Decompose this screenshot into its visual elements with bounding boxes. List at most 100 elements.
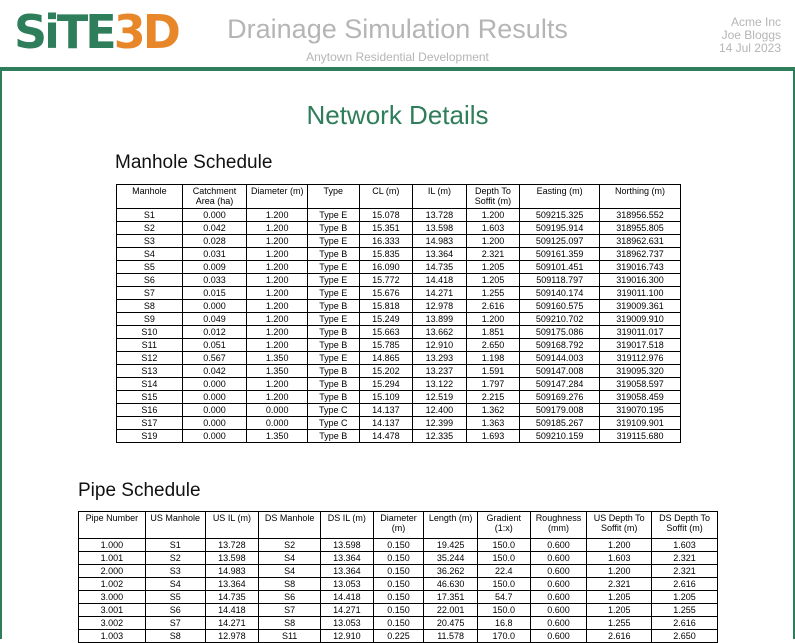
column-header: Pipe Number [78, 511, 146, 539]
table-cell: 509179.008 [519, 403, 601, 417]
table-cell: S10 [116, 325, 183, 339]
table-cell: 509210.702 [519, 312, 601, 326]
table-cell: 170.0 [476, 629, 531, 643]
table-cell: 1.603 [586, 551, 653, 565]
column-header: US Manhole [144, 511, 206, 539]
report-date: 14 Jul 2023 [718, 41, 781, 55]
table-cell: 1.591 [465, 364, 521, 378]
table-cell: 2.321 [465, 247, 521, 261]
table-cell: 1.200 [246, 221, 309, 235]
table-cell: S5 [144, 590, 206, 604]
table-cell: 1.205 [465, 273, 521, 287]
table-cell: 0.225 [372, 629, 425, 643]
table-cell: 1.693 [465, 429, 521, 443]
table-cell: 13.293 [412, 351, 467, 365]
table-row: S5 0.009 1.200 Type E 16.090 14.735 1.205 50910… [116, 260, 681, 274]
table-row: 1.001 S2 13.598 S4 13.364 0.150 35.244 150.0 0.6… [78, 551, 718, 565]
table-cell: 0.015 [181, 286, 248, 300]
table-cell: 1.200 [246, 234, 309, 248]
table-cell: 14.137 [358, 403, 414, 417]
table-cell: 0.600 [529, 551, 588, 565]
column-header: DS IL (m) [320, 511, 374, 539]
table-cell: 46.630 [423, 577, 478, 591]
table-cell: 319058.597 [599, 377, 681, 391]
table-cell: 12.910 [412, 338, 467, 352]
table-cell: 1.001 [78, 551, 146, 565]
table-cell: 1.200 [246, 325, 309, 339]
table-cell: 150.0 [476, 577, 531, 591]
table-cell: S13 [116, 364, 183, 378]
table-cell: 13.728 [412, 208, 467, 222]
table-cell: 12.978 [204, 629, 260, 643]
table-cell: 15.772 [358, 273, 414, 287]
table-cell: 14.137 [358, 416, 414, 430]
table-cell: 319009.910 [599, 312, 681, 326]
table-cell: 0.042 [181, 221, 248, 235]
table-cell: 318962.737 [599, 247, 681, 261]
table-cell: 0.033 [181, 273, 248, 287]
table-cell: 0.051 [181, 338, 248, 352]
page-border-right [793, 71, 795, 639]
table-cell: 1.362 [465, 403, 521, 417]
table-cell: 509210.159 [519, 429, 601, 443]
table-cell: 11.578 [423, 629, 478, 643]
table-cell: 1.200 [246, 286, 309, 300]
table-cell: 2.215 [465, 390, 521, 404]
column-header: Manhole [116, 184, 183, 209]
table-cell: S19 [116, 429, 183, 443]
table-cell: 1.003 [78, 629, 146, 643]
table-cell: 2.650 [651, 629, 718, 643]
table-cell: 0.150 [372, 590, 425, 604]
table-cell: 14.418 [412, 273, 467, 287]
table-cell: S8 [144, 629, 206, 643]
table-cell: 13.364 [204, 577, 260, 591]
header-divider [0, 67, 795, 71]
table-cell: S1 [116, 208, 183, 222]
table-cell: 0.600 [529, 564, 588, 578]
table-cell: Type E [307, 286, 360, 300]
table-cell: 36.262 [423, 564, 478, 578]
table-cell: 0.009 [181, 260, 248, 274]
table-cell: 509160.575 [519, 299, 601, 313]
table-cell: 54.7 [476, 590, 531, 604]
table-cell: 1.200 [246, 338, 309, 352]
table-cell: 15.663 [358, 325, 414, 339]
table-cell: 12.519 [412, 390, 467, 404]
table-cell: 14.983 [204, 564, 260, 578]
column-header: Diameter (m) [372, 511, 425, 539]
table-cell: 319011.017 [599, 325, 681, 339]
table-cell: 509140.174 [519, 286, 601, 300]
table-cell: 509161.359 [519, 247, 601, 261]
table-cell: 35.244 [423, 551, 478, 565]
table-cell: 14.418 [320, 590, 374, 604]
table-cell: S7 [258, 603, 321, 617]
table-cell: 12.910 [320, 629, 374, 643]
table-row: S16 0.000 0.000 Type C 14.137 12.400 1.362 5091… [116, 403, 681, 417]
table-cell: 14.735 [412, 260, 467, 274]
table-cell: Type E [307, 273, 360, 287]
table-cell: 1.200 [586, 538, 653, 552]
table-row: S19 0.000 1.350 Type B 14.478 12.335 1.693 5092… [116, 429, 681, 443]
table-cell: 2.321 [651, 564, 718, 578]
table-cell: 1.200 [586, 564, 653, 578]
table-cell: 319115.680 [599, 429, 681, 443]
table-row: 3.000 S5 14.735 S6 14.418 0.150 17.351 54.7 0.60… [78, 590, 718, 604]
table-cell: 319016.300 [599, 273, 681, 287]
table-cell: 2.616 [465, 299, 521, 313]
table-cell: S15 [116, 390, 183, 404]
column-header: Depth To Soffit (m) [465, 184, 521, 209]
table-cell: 509175.086 [519, 325, 601, 339]
table-cell: S11 [258, 629, 321, 643]
table-cell: 509169.276 [519, 390, 601, 404]
column-header: US IL (m) [204, 511, 260, 539]
table-cell: 19.425 [423, 538, 478, 552]
table-cell: 0.028 [181, 234, 248, 248]
table-cell: 0.000 [181, 299, 248, 313]
table-cell: S8 [258, 577, 321, 591]
table-cell: Type B [307, 377, 360, 391]
table-cell: 1.603 [651, 538, 718, 552]
table-cell: 1.200 [465, 208, 521, 222]
column-header: Catchment Area (ha) [181, 184, 248, 209]
column-header: Length (m) [423, 511, 478, 539]
table-cell: 22.4 [476, 564, 531, 578]
